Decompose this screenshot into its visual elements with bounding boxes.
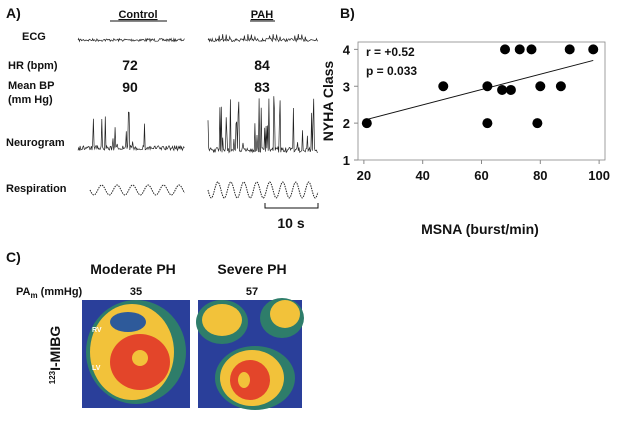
data-point <box>482 118 493 129</box>
rv-label: RV <box>92 327 102 334</box>
scale-label: 10 s <box>277 215 304 231</box>
x-tick-label: 20 <box>357 168 371 183</box>
panel-label: C) <box>6 249 21 265</box>
neurogram-trace <box>77 111 185 152</box>
x-axis-label: MSNA (burst/min) <box>421 221 539 237</box>
traces <box>77 34 319 199</box>
tracer-label: 123I-MIBG <box>47 326 63 385</box>
annotation: r = +0.52 <box>366 45 415 59</box>
data-point <box>532 118 543 129</box>
pa-value: 57 <box>246 286 258 298</box>
data-point <box>514 44 525 55</box>
x-tick-label: 60 <box>474 168 488 183</box>
scan-blob <box>110 312 146 332</box>
condition: PAH <box>251 9 273 21</box>
respiration-trace <box>89 184 185 196</box>
data-point <box>564 44 575 55</box>
data-point <box>497 84 508 95</box>
data-point <box>500 44 511 55</box>
data-point <box>482 81 493 92</box>
plot-frame <box>357 41 606 161</box>
row-label: HR (bpm) <box>8 60 58 72</box>
pa-value: 35 <box>130 286 142 298</box>
hr-value: 84 <box>254 57 270 73</box>
pa-rest: (mmHg) <box>38 286 83 298</box>
condition: Control <box>118 9 157 21</box>
trend-line <box>366 59 594 120</box>
ecg-trace <box>207 34 319 43</box>
annotation: p = 0.033 <box>366 64 417 78</box>
tracer-main: I-MIBG <box>47 326 63 371</box>
scan-image: RV LV <box>82 300 190 408</box>
scan-blob <box>202 304 242 336</box>
data-point <box>438 81 449 92</box>
data-point <box>588 44 599 55</box>
x-tick-label: 80 <box>533 168 547 183</box>
lv-label: LV <box>92 365 101 372</box>
data-point <box>505 84 516 95</box>
image-title: Severe PH <box>217 261 286 277</box>
tracer-sup: 123 <box>48 370 57 384</box>
bp-value: 83 <box>254 79 270 95</box>
row-label: Mean BP <box>8 80 54 92</box>
pa-main: PA <box>16 286 31 298</box>
row-label: Neurogram <box>6 137 65 149</box>
image-title: Moderate PH <box>90 261 176 277</box>
x-tick-label: 40 <box>415 168 429 183</box>
y-axis-label: NYHA Class <box>320 61 336 142</box>
pa-label: PAm (mmHg) <box>16 286 83 300</box>
scale-bar <box>264 203 319 209</box>
data-point <box>535 81 546 92</box>
bp-value: 90 <box>122 79 138 95</box>
respiration-trace <box>207 181 319 199</box>
scan-image <box>196 298 304 410</box>
data-point <box>526 44 537 55</box>
row-label: ECG <box>22 31 46 43</box>
y-tick-label: 4 <box>343 42 351 57</box>
row-label: Respiration <box>6 183 67 195</box>
y-tick-label: 2 <box>343 116 350 131</box>
x-tick-label: 100 <box>588 168 610 183</box>
panel-label: A) <box>6 5 21 21</box>
data-point <box>361 118 372 129</box>
row-label: (mm Hg) <box>8 94 53 106</box>
y-tick-label: 3 <box>343 79 350 94</box>
scan-blob <box>238 372 250 388</box>
panel-label: B) <box>340 5 355 21</box>
scatter-chart: 20 40 60 80 100 1 2 3 4 <box>343 41 610 183</box>
y-tick-label: 1 <box>343 153 350 168</box>
scan-blob <box>270 300 300 328</box>
neurogram-trace <box>207 96 318 154</box>
scan-blob <box>132 350 148 366</box>
ecg-trace <box>77 37 185 43</box>
hr-value: 72 <box>122 57 138 73</box>
pa-sub: m <box>30 291 37 300</box>
data-point <box>555 81 566 92</box>
